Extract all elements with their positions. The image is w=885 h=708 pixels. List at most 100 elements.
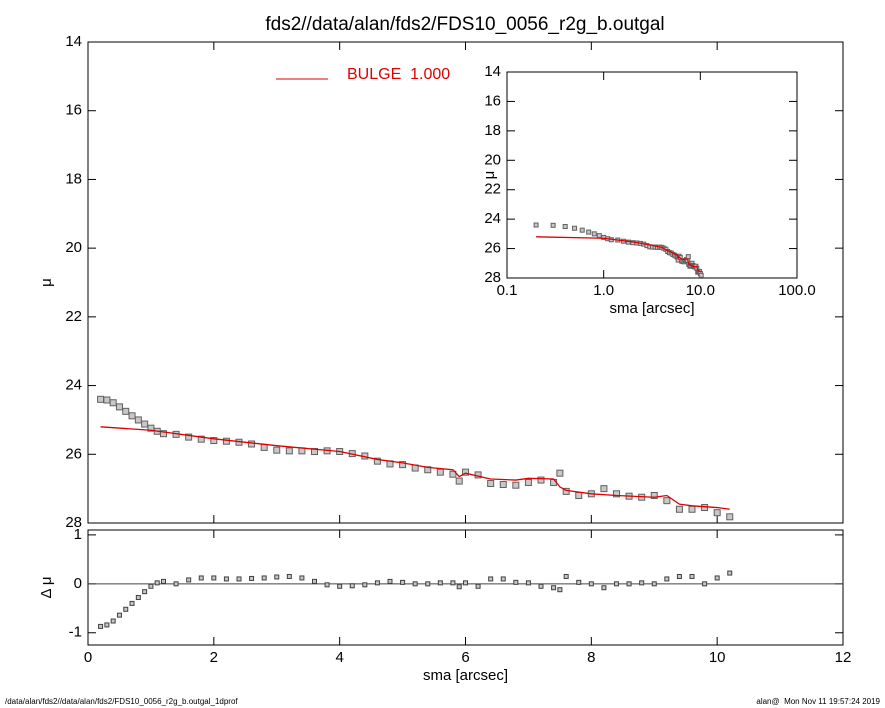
data-point [572,225,578,231]
residual-point [299,575,305,581]
data-point [701,504,709,512]
plot-frame [506,71,798,279]
y-tick-label: 14 [484,63,501,80]
x-tick-label: 12 [835,649,852,666]
residual-point [135,595,141,601]
residual-point [274,574,280,580]
y-axis-label: μ [481,171,498,180]
residual-point [538,583,544,589]
data-point [185,433,193,441]
residual-point [576,579,582,585]
x-tick-label: 0 [84,649,92,666]
residual-point [500,576,506,582]
data-point [487,479,495,487]
data-point [556,469,564,477]
data-point [311,448,318,456]
residual-point [374,580,380,586]
residual-point [198,575,204,581]
chart-title: fds2//data/alan/fds2/FDS10_0056_r2g_b.ou… [265,14,664,35]
residual-point [651,581,657,587]
x-axis-label: sma [arcsec] [609,300,694,317]
data-point [373,457,381,465]
residual-point [249,575,255,581]
residual-point [116,612,122,618]
data-point [462,468,469,476]
y-tick-label: 16 [65,102,82,119]
footer-left: /data/alan/fds2//data/alan/fds2/FDS10_00… [5,697,238,706]
residual-point [337,583,343,589]
data-point [663,497,671,505]
data-point [248,440,256,448]
y-tick-label: 20 [484,151,501,168]
residual-point [626,581,632,587]
residual-point [689,573,695,579]
residual-point [349,583,355,589]
y-tick-label: 18 [65,170,82,187]
plot-frame [87,41,844,524]
residual-point [714,575,720,581]
x-axis-label: sma [arcsec] [423,667,508,684]
data-point [222,437,230,445]
residual-point [551,585,557,591]
x-tick-label: 0.1 [497,282,518,299]
y-tick-label: 18 [484,122,501,139]
data-point [122,407,130,415]
data-point [698,272,704,278]
y-tick-label: 0 [74,575,82,592]
residual-point [727,570,733,576]
residual-point [525,580,531,586]
residual-point [161,578,166,584]
x-tick-label: 1.0 [593,282,614,299]
legend-label: BULGE 1.000 [347,66,450,83]
y-tick-label: 24 [65,377,82,394]
y-tick-label: 14 [65,33,82,50]
residual-point [488,576,494,582]
data-point [537,476,545,484]
data-point [596,233,602,239]
residual-point [173,581,179,587]
y-tick-label: 24 [484,210,501,227]
data-point [436,468,444,476]
data-point [115,403,123,411]
residual-point [425,581,431,587]
residual-point [129,600,135,606]
residual-point [98,623,104,629]
y-tick-label: -1 [69,624,82,641]
x-tick-label: 4 [335,649,343,666]
footer-right: alan@ Mon Nov 11 19:57:24 2019 [756,697,880,706]
data-point [455,477,463,485]
residual-point [104,622,110,628]
data-point [260,443,268,451]
data-point [575,492,583,500]
data-point [591,231,597,237]
data-point [134,416,142,424]
plot-frame [87,529,844,646]
data-point [713,509,721,517]
residual-point [211,575,217,581]
data-point [128,412,136,420]
residual-point [312,578,317,584]
data-point [533,222,539,228]
y-tick-label: 22 [65,308,82,325]
model-line [100,426,730,510]
x-tick-label: 10.0 [686,282,715,299]
y-tick-label: 16 [484,92,501,109]
data-point [586,229,592,235]
residual-point [324,582,330,588]
residual-point [456,584,462,590]
data-point [160,430,167,438]
data-point [650,492,658,500]
data-point [285,447,293,455]
data-point [210,437,218,445]
residual-point [557,587,563,593]
data-point [399,461,407,469]
data-point [613,490,620,498]
data-point [675,505,683,513]
data-point [449,470,457,478]
residual-point [639,580,645,586]
x-tick-label: 2 [210,649,218,666]
data-point [524,478,532,486]
residual-point [148,583,154,589]
residual-point [412,581,418,587]
x-tick-label: 100.0 [778,282,816,299]
